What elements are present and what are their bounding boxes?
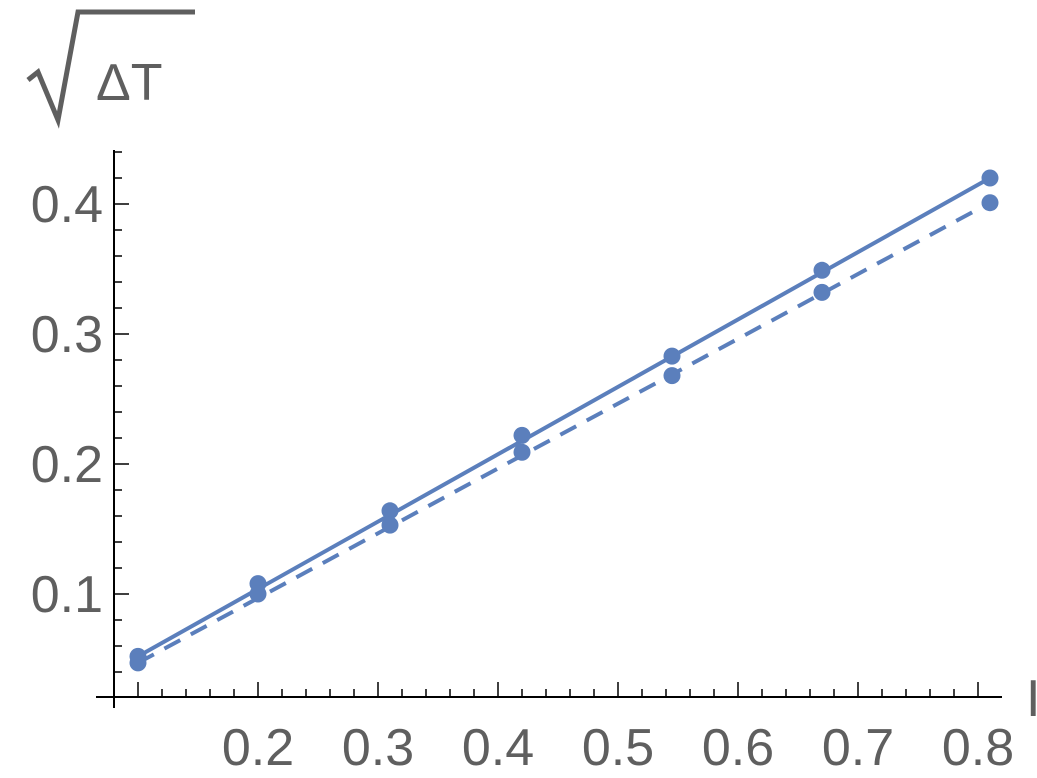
series-1-point [381, 502, 399, 520]
y-tick-label: 0.2 [31, 436, 103, 494]
tick-labels: 0.2 0.3 0.4 0.5 0.6 0.7 0.8 0.1 0.2 0.3 0.4 [31, 176, 1014, 777]
x-tick-label: 0.3 [342, 719, 414, 777]
x-tick-label: 0.6 [702, 719, 774, 777]
series-1-point [813, 261, 831, 279]
series-2-point [129, 654, 147, 672]
series-2-point [813, 283, 831, 301]
series-2-point [513, 443, 531, 461]
series-2-point [981, 194, 999, 212]
axes [96, 150, 1002, 708]
y-axis-label: ΔT [96, 54, 163, 112]
y-tick-label: 0.4 [31, 176, 103, 234]
series-points [129, 169, 999, 672]
series-1-solid-line [137, 176, 991, 659]
x-tick-label: 0.8 [942, 719, 1014, 777]
series-1-point [663, 347, 681, 365]
y-tick-label: 0.1 [31, 566, 103, 624]
series-2-point [663, 367, 681, 385]
x-tick-label: 0.5 [582, 719, 654, 777]
series-2-dashed-line [137, 200, 991, 665]
series-1-point [981, 169, 999, 187]
y-axis-title: ΔT [26, 9, 195, 129]
x-tick-label: 0.4 [462, 719, 534, 777]
series-lines [137, 176, 991, 665]
y-tick-label: 0.3 [31, 306, 103, 364]
x-axis-label: I [1026, 670, 1037, 728]
x-tick-label: 0.7 [822, 719, 894, 777]
ticks [114, 151, 979, 697]
series-2-point [381, 516, 399, 534]
series-1-point [513, 426, 531, 444]
x-tick-label: 0.2 [222, 719, 294, 777]
sqrt-radical-sign [26, 9, 195, 129]
series-2-point [249, 585, 267, 603]
